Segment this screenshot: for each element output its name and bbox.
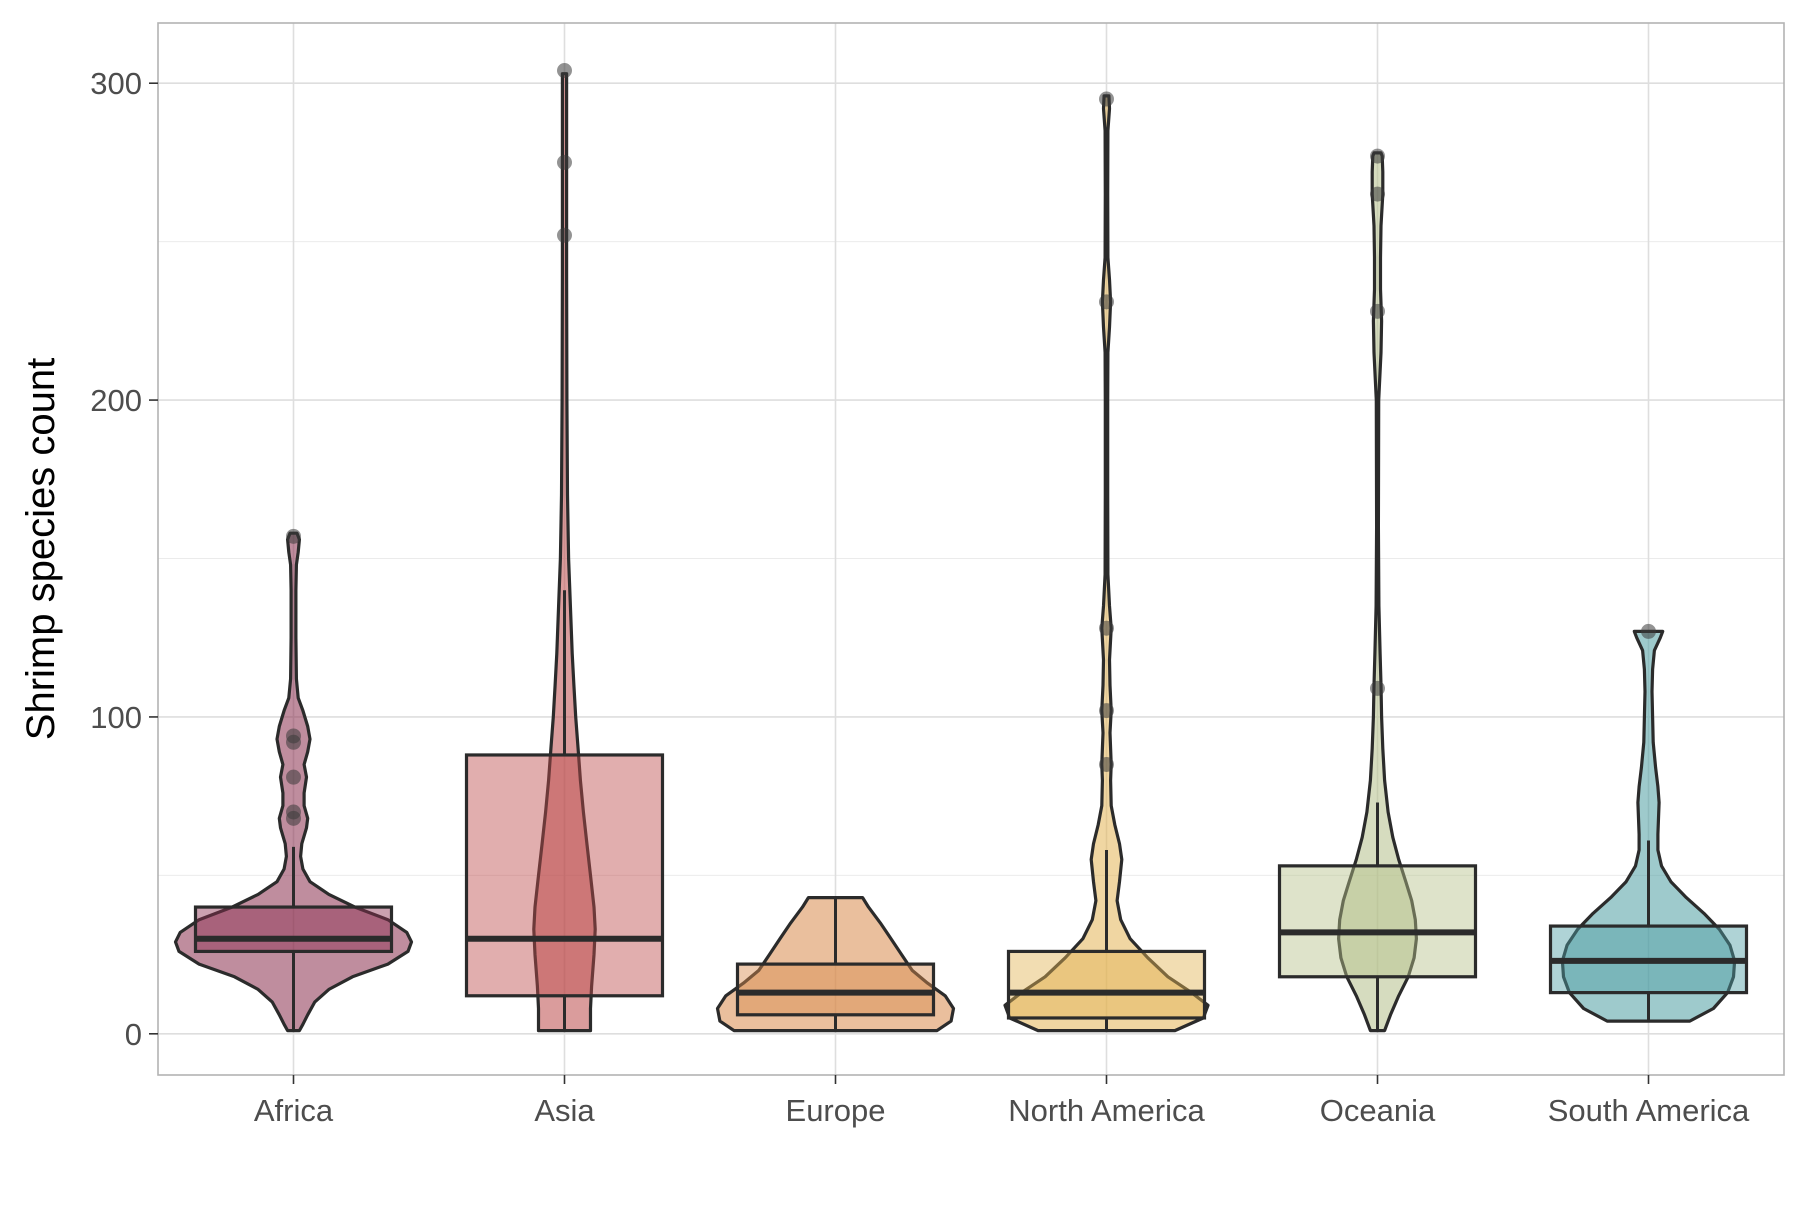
x-tick-label: Africa <box>254 1093 334 1128</box>
outlier-point <box>1370 303 1385 319</box>
outlier-point <box>1099 620 1114 636</box>
outlier-point <box>1370 148 1385 164</box>
outlier-point <box>557 154 572 170</box>
y-tick-label: 300 <box>90 66 142 101</box>
y-tick-label: 200 <box>90 383 142 418</box>
y-tick-label: 0 <box>125 1017 142 1052</box>
outlier-point <box>1099 756 1114 772</box>
axes: 0 100 200 300 Africa Asia Europe North America O… <box>90 66 1750 1128</box>
y-tick-label: 100 <box>90 700 142 735</box>
outlier-point <box>1099 294 1114 310</box>
outlier-point <box>1641 623 1656 639</box>
outlier-point <box>557 63 572 79</box>
outlier-point <box>1370 186 1385 202</box>
box-europe <box>735 962 936 1017</box>
y-axis-title: Shrimp species count <box>19 358 63 740</box>
outlier-point <box>1099 91 1114 107</box>
box-north-america <box>1006 949 1207 1020</box>
x-tick-label: North America <box>1008 1093 1205 1128</box>
x-tick-label: Oceania <box>1320 1093 1436 1128</box>
violin-south-america <box>1560 629 1737 1023</box>
outlier-point <box>1099 703 1114 719</box>
outlier-point <box>286 769 301 785</box>
panel-border <box>157 22 1785 1076</box>
box-africa <box>193 905 394 954</box>
box-oceania <box>1277 864 1478 979</box>
panel-background <box>158 23 1784 1075</box>
x-tick-label: Europe <box>786 1093 886 1128</box>
outlier-points <box>286 63 1656 826</box>
outlier-point <box>557 227 572 243</box>
boxplots <box>193 590 1749 1031</box>
x-tick-label: Asia <box>534 1093 595 1128</box>
x-tick-label: South America <box>1548 1093 1750 1128</box>
outlier-point <box>286 804 301 820</box>
outlier-point <box>286 528 301 544</box>
box-asia <box>464 753 665 998</box>
outlier-point <box>1370 680 1385 696</box>
outlier-point <box>286 728 301 744</box>
